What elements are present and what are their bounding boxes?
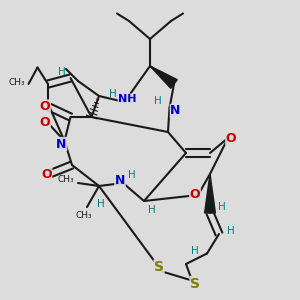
Text: H: H <box>58 67 65 77</box>
Text: H: H <box>191 245 199 256</box>
Text: O: O <box>40 100 50 113</box>
Polygon shape <box>205 174 215 213</box>
Text: O: O <box>226 131 236 145</box>
Text: CH₃: CH₃ <box>76 212 92 220</box>
Text: H: H <box>148 205 155 215</box>
Text: H: H <box>109 89 116 100</box>
Polygon shape <box>150 66 177 88</box>
Text: H: H <box>227 226 235 236</box>
Text: O: O <box>190 188 200 202</box>
Text: CH₃: CH₃ <box>9 78 26 87</box>
Text: H: H <box>97 199 104 209</box>
Text: CH₃: CH₃ <box>58 176 74 184</box>
Text: O: O <box>40 116 50 130</box>
Text: H: H <box>154 95 161 106</box>
Text: O: O <box>41 167 52 181</box>
Text: N: N <box>56 137 67 151</box>
Text: N: N <box>115 173 125 187</box>
Text: S: S <box>154 260 164 274</box>
Text: NH: NH <box>118 94 137 104</box>
Text: N: N <box>170 104 181 118</box>
Text: H: H <box>218 202 226 212</box>
Text: S: S <box>190 277 200 290</box>
Text: H: H <box>128 170 136 181</box>
